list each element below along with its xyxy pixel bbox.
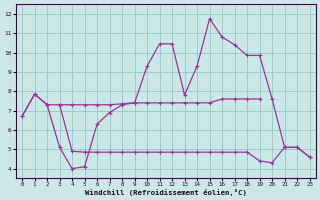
X-axis label: Windchill (Refroidissement éolien,°C): Windchill (Refroidissement éolien,°C) xyxy=(85,189,247,196)
